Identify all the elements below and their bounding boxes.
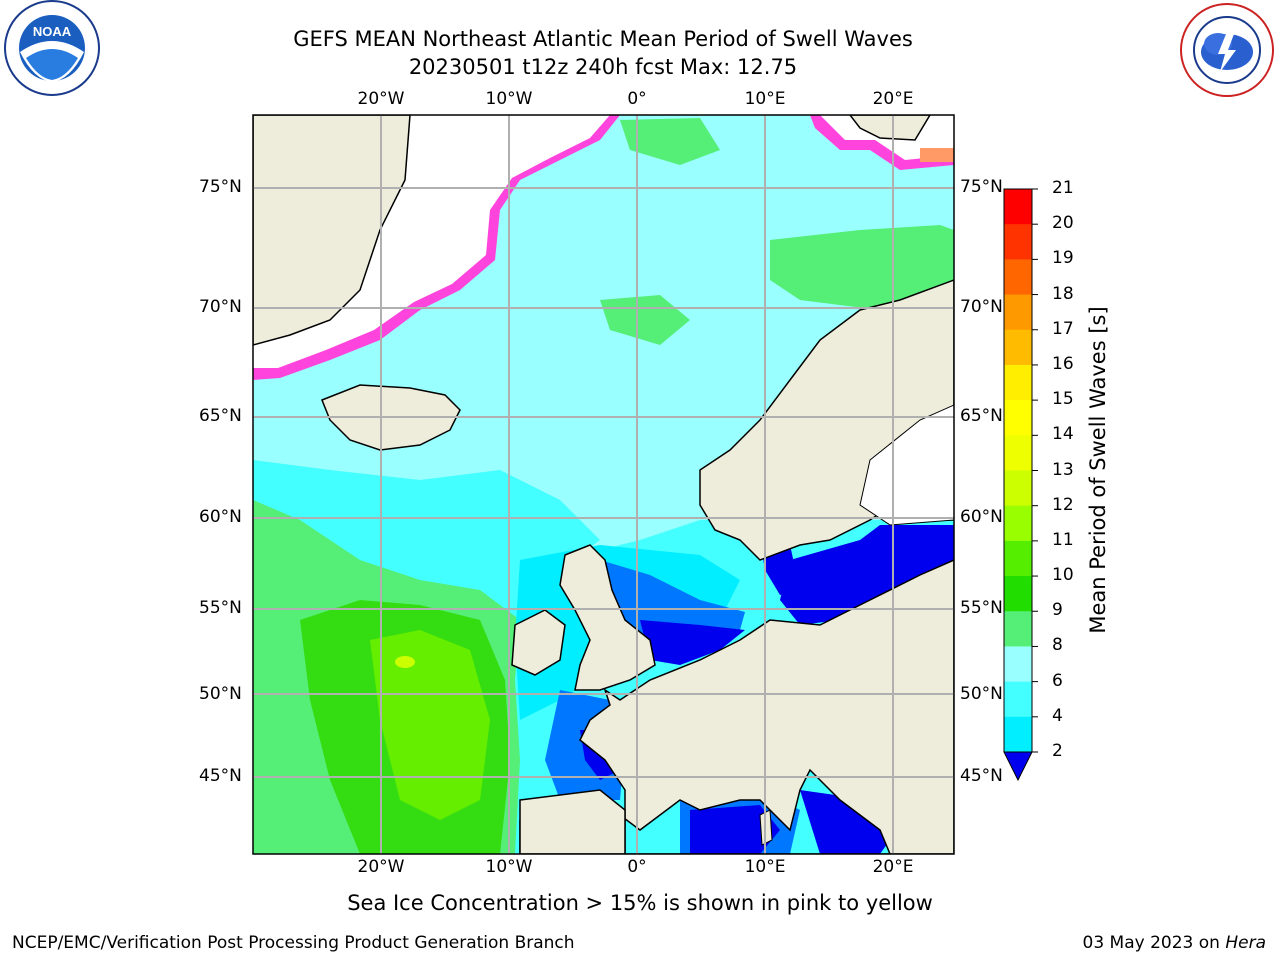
colorbar-label: Mean Period of Swell Waves [s]	[1086, 306, 1110, 634]
colorbar-segment	[1004, 470, 1032, 507]
footer-date-text: 03 May 2023 on	[1082, 933, 1226, 953]
sea-ice-caption: Sea Ice Concentration > 15% is shown in …	[347, 891, 933, 915]
lat-label-right: 50°N	[960, 684, 1003, 704]
iberia	[519, 789, 626, 854]
colorbar-tick-label: 4	[1052, 705, 1063, 726]
colorbar-tick-label: 19	[1052, 248, 1074, 269]
footer-credit: NCEP/EMC/Verification Post Processing Pr…	[12, 933, 575, 953]
lat-label-right: 55°N	[960, 598, 1003, 618]
lat-label-right: 45°N	[960, 766, 1003, 786]
lat-label-right: 65°N	[960, 406, 1003, 426]
lat-label-left: 70°N	[199, 297, 242, 317]
colorbar-segment	[1004, 400, 1032, 436]
continental-europe	[519, 559, 954, 854]
lon-label-top: 10°W	[485, 89, 533, 109]
lon-label-bottom: 0°	[627, 857, 647, 877]
colorbar-tick-label: 9	[1052, 600, 1063, 621]
colorbar-segment	[1004, 189, 1032, 225]
noaa-logo-text: NOAA	[33, 24, 72, 39]
colorbar-segment	[1004, 681, 1032, 718]
colorbar-segment	[1004, 505, 1032, 542]
colorbar-segment	[1004, 294, 1032, 331]
lon-label-top: 20°W	[357, 89, 405, 109]
lat-label-left: 55°N	[199, 598, 242, 618]
noaa-logo: NOAA	[4, 0, 100, 96]
colorbar-tick-label: 17	[1052, 318, 1074, 339]
colorbar-tick-label: 13	[1052, 459, 1074, 480]
lat-label-right: 60°N	[960, 507, 1003, 527]
lat-label-left: 65°N	[199, 406, 242, 426]
lat-label-left: 75°N	[199, 177, 242, 197]
lon-label-bottom: 10°E	[744, 857, 786, 877]
colorbar-segment	[1004, 576, 1032, 612]
colorbar	[1003, 188, 1038, 782]
lat-label-left: 50°N	[199, 684, 242, 704]
colorbar-extend-arrow	[1003, 751, 1033, 782]
colorbar-segment	[1004, 364, 1032, 401]
colorbar-tick-label: 11	[1052, 529, 1074, 550]
lat-label-right: 70°N	[960, 297, 1003, 317]
colorbar-tick-label: 15	[1052, 389, 1074, 410]
graticule	[253, 115, 954, 854]
lat-label-left: 60°N	[199, 507, 242, 527]
colorbar-tick-label: 12	[1052, 494, 1074, 515]
lon-label-top: 0°	[627, 89, 647, 109]
lon-label-bottom: 10°W	[485, 857, 533, 877]
nws-logo	[1180, 3, 1274, 97]
colorbar-tick-label: 21	[1052, 178, 1074, 198]
colorbar-segment	[1004, 611, 1032, 647]
colorbar-segment	[1004, 646, 1032, 683]
colorbar-segment	[1004, 259, 1032, 296]
colorbar-tick-label: 16	[1052, 353, 1074, 374]
chart-subtitle: 20230501 t12z 240h fcst Max: 12.75	[408, 55, 798, 79]
colorbar-segment	[1004, 435, 1032, 471]
footer-date: 03 May 2023 on Hera	[1083, 933, 1267, 953]
colorbar-segment	[1004, 329, 1032, 366]
colorbar-tick-label: 10	[1052, 565, 1074, 586]
greenland	[253, 115, 411, 346]
lon-label-top: 20°E	[872, 89, 914, 109]
great-britain	[559, 544, 656, 691]
colorbar-tick-label: 18	[1052, 283, 1074, 304]
lon-label-bottom: 20°E	[872, 857, 914, 877]
lat-label-right: 75°N	[960, 177, 1003, 197]
footer-machine: Hera	[1225, 933, 1266, 953]
colorbar-tick-label: 8	[1052, 635, 1063, 656]
lat-label-left: 45°N	[199, 766, 242, 786]
lon-label-bottom: 20°W	[357, 857, 405, 877]
lon-label-top: 10°E	[744, 89, 786, 109]
colorbar-tick-label: 14	[1052, 424, 1074, 445]
chart-title: GEFS MEAN Northeast Atlantic Mean Period…	[293, 27, 913, 51]
colorbar-tick-label: 6	[1052, 670, 1063, 691]
map-frame	[252, 114, 955, 855]
colorbar-tick-label: 2	[1052, 741, 1063, 761]
colorbar-segment	[1004, 224, 1032, 260]
colorbar-segment	[1004, 716, 1032, 753]
colorbar-tick-label: 20	[1052, 213, 1074, 234]
colorbar-segment	[1004, 540, 1032, 577]
